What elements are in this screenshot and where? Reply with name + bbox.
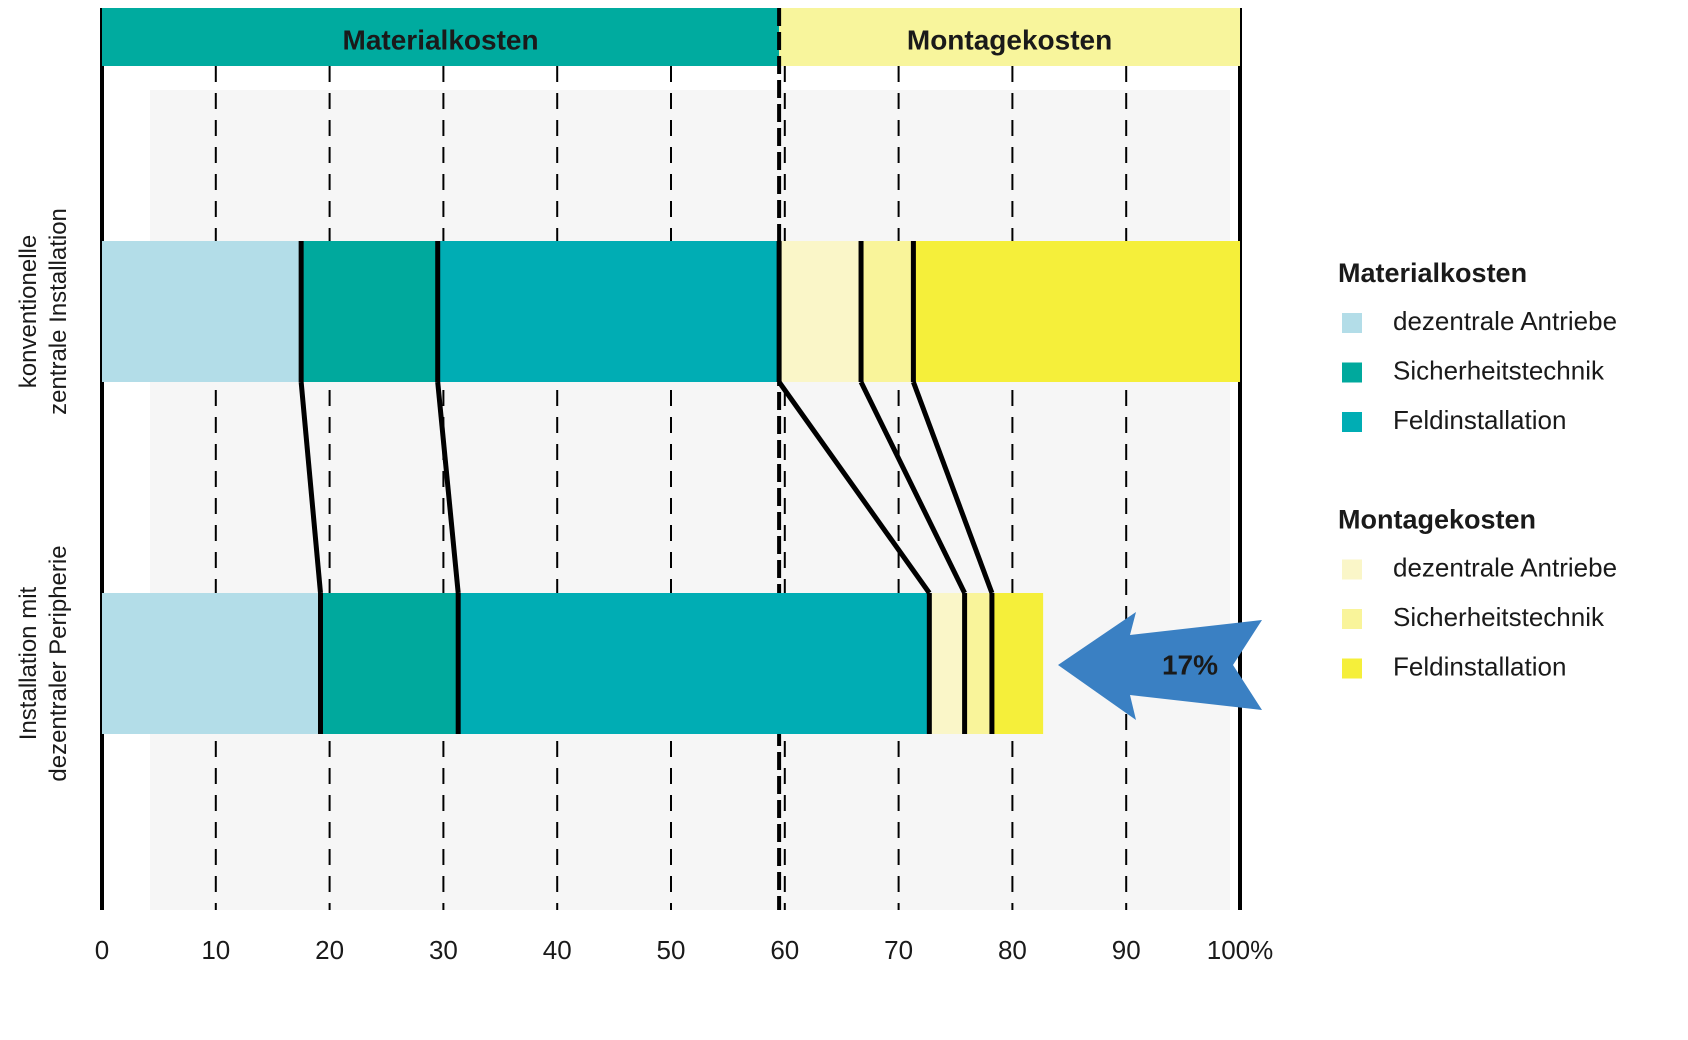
legend-title: Montagekosten bbox=[1338, 505, 1536, 535]
bar-segment bbox=[301, 241, 438, 382]
x-tick-label: 50 bbox=[657, 935, 686, 965]
connector-line bbox=[435, 381, 461, 594]
annotation-text: 17% bbox=[1162, 649, 1218, 680]
legend-swatch bbox=[1342, 313, 1362, 333]
bar-segment bbox=[929, 593, 965, 734]
x-tick-label: 80 bbox=[998, 935, 1027, 965]
x-tick-label: 30 bbox=[429, 935, 458, 965]
bar-segment bbox=[991, 593, 1044, 734]
legend-label: dezentrale Antriebe bbox=[1393, 306, 1617, 336]
connector-line bbox=[911, 381, 995, 594]
x-tick-label: 0 bbox=[95, 935, 109, 965]
legend-label: dezentrale Antriebe bbox=[1393, 552, 1617, 582]
x-tick-label: 70 bbox=[884, 935, 913, 965]
legend-label: Feldinstallation bbox=[1393, 405, 1566, 435]
x-tick-label: 60 bbox=[770, 935, 799, 965]
legend-title: Materialkosten bbox=[1338, 258, 1527, 288]
legend-label: Sicherheitstechnik bbox=[1393, 602, 1605, 632]
legend-swatch bbox=[1342, 658, 1362, 679]
bar-segment bbox=[102, 241, 302, 382]
x-tick-label: 20 bbox=[315, 935, 344, 965]
group-band bbox=[779, 8, 1240, 66]
connector-line bbox=[858, 380, 967, 595]
legend-label: Sicherheitstechnik bbox=[1393, 355, 1605, 385]
group-band-label: Montagekosten bbox=[907, 24, 1112, 55]
legend-swatch bbox=[1342, 559, 1362, 580]
connector-line bbox=[777, 380, 932, 595]
connector-line bbox=[298, 381, 323, 594]
legend-swatch bbox=[1342, 362, 1362, 383]
bar-segment bbox=[861, 241, 914, 382]
legend-label: Feldinstallation bbox=[1393, 651, 1566, 681]
y-category-label: konventionelle zentrale Installation bbox=[15, 208, 72, 415]
bar-segment bbox=[102, 593, 321, 734]
group-band-label: Materialkosten bbox=[343, 24, 539, 55]
bar-segment bbox=[964, 593, 992, 734]
x-tick-label: 90 bbox=[1112, 935, 1141, 965]
legend-swatch bbox=[1342, 412, 1362, 432]
bar-segment bbox=[458, 593, 930, 734]
x-tick-label: 40 bbox=[543, 935, 572, 965]
bar-segment bbox=[779, 241, 862, 382]
annotation-arrow bbox=[1058, 612, 1262, 720]
x-tick-label: 100% bbox=[1207, 935, 1274, 965]
bar-segment bbox=[437, 241, 780, 382]
bar-segment bbox=[913, 241, 1240, 382]
legend-swatch bbox=[1342, 609, 1362, 629]
y-category-label: Installation mit dezentraler Peripherie bbox=[15, 545, 72, 781]
x-tick-label: 10 bbox=[201, 935, 230, 965]
group-band bbox=[102, 8, 780, 66]
bar-segment bbox=[320, 593, 459, 734]
